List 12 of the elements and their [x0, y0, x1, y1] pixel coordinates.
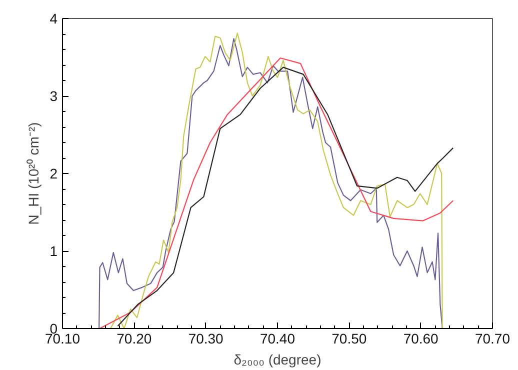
x-tick-label: 70.40	[260, 330, 296, 346]
x-tick-label: 70.20	[116, 330, 152, 346]
y-tick-label: 3	[50, 88, 58, 104]
x-axis-title: δ₂₀₀₀ (degree)	[234, 352, 322, 368]
y-tick-label: 1	[50, 243, 58, 259]
x-tick-label: 70.50	[332, 330, 367, 346]
x-tick-label: 70.30	[188, 330, 224, 346]
y-tick-label: 4	[50, 10, 58, 26]
y-tick-label: 2	[50, 166, 58, 182]
x-tick-label: 70.60	[403, 330, 439, 346]
y-axis-title: N_HI (10²⁰ cm⁻²)	[26, 122, 42, 225]
x-tick-label: 70.70	[474, 330, 510, 346]
